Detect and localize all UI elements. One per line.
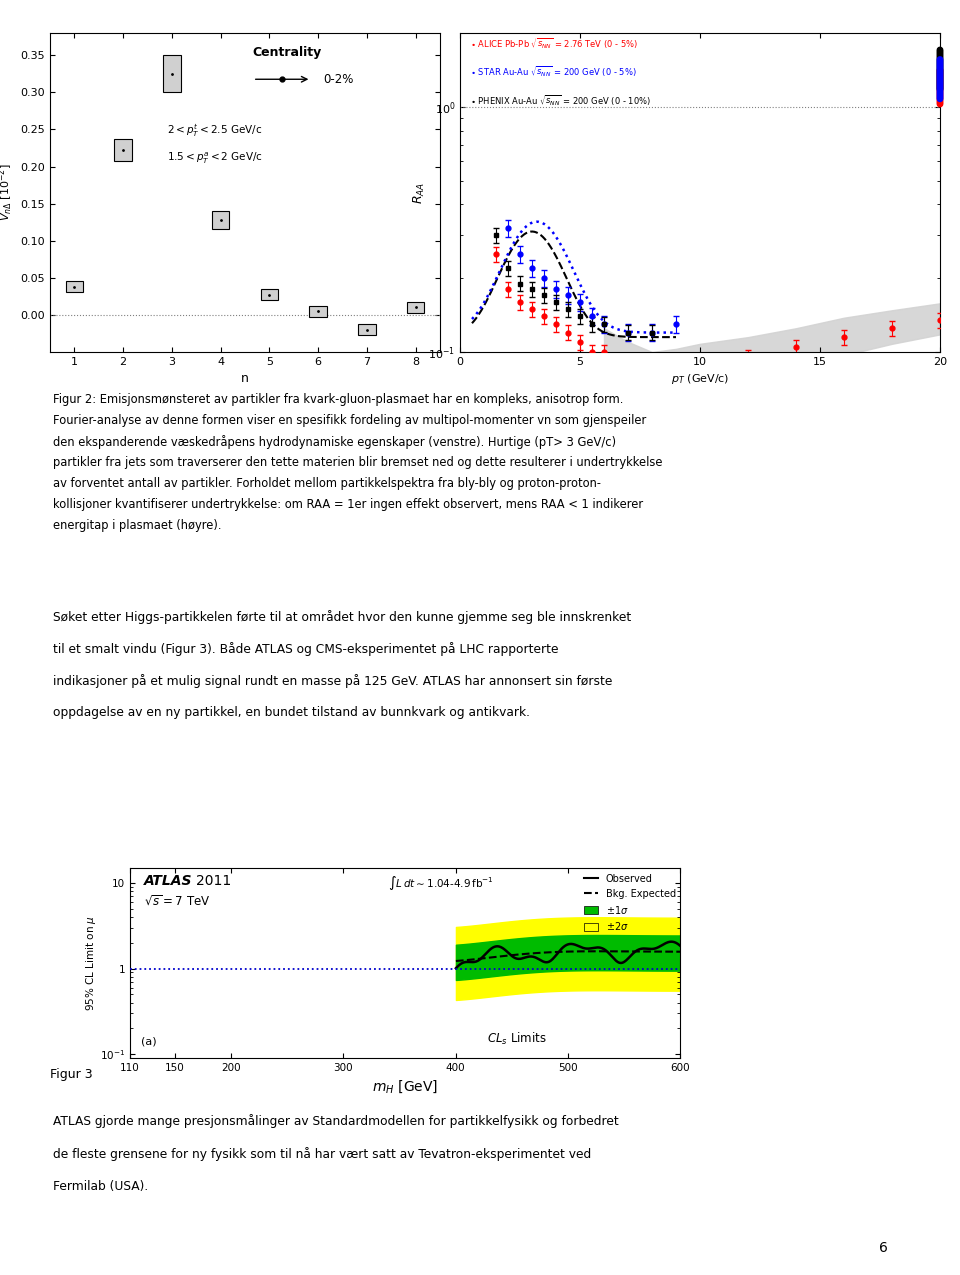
Text: av forventet antall av partikler. Forholdet mellom partikkelspektra fra bly-bly : av forventet antall av partikler. Forhol… (53, 477, 601, 490)
Bar (163, 55, 180, 92)
Bar (114, 139, 132, 162)
Text: indikasjoner på et mulig signal rundt en masse på 125 GeV. ATLAS har annonsert s: indikasjoner på et mulig signal rundt en… (53, 674, 612, 688)
Text: den ekspanderende væskedråpens hydrodynamiske egenskaper (venstre). Hurtige (pT>: den ekspanderende væskedråpens hydrodyna… (53, 435, 616, 449)
X-axis label: n: n (241, 372, 249, 385)
Legend: Observed, Bkg. Expected, $\pm 1\sigma$, $\pm 2\sigma$: Observed, Bkg. Expected, $\pm 1\sigma$, … (580, 870, 680, 936)
Y-axis label: $R_{AA}$: $R_{AA}$ (412, 181, 427, 204)
Bar (212, 210, 229, 229)
Y-axis label: 95% CL Limit on $\mu$: 95% CL Limit on $\mu$ (84, 915, 98, 1011)
Text: Fermilab (USA).: Fermilab (USA). (53, 1179, 149, 1192)
Text: $\bullet$ ALICE Pb-Pb $\sqrt{s_{NN}}$ = 2.76 TeV (0 - 5%): $\bullet$ ALICE Pb-Pb $\sqrt{s_{NN}}$ = … (469, 36, 637, 50)
Text: $\int L\,dt \sim 1.04\text{-}4.9\,\mathrm{fb}^{-1}$: $\int L\,dt \sim 1.04\text{-}4.9\,\mathr… (389, 873, 494, 891)
Text: til et smalt vindu (Figur 3). Både ATLAS og CMS-eksperimentet på LHC rapporterte: til et smalt vindu (Figur 3). Både ATLAS… (53, 643, 559, 657)
X-axis label: $m_H$ [GeV]: $m_H$ [GeV] (372, 1079, 438, 1095)
Text: oppdagelse av en ny partikkel, en bundet tilstand av bunnkvark og antikvark.: oppdagelse av en ny partikkel, en bundet… (53, 706, 530, 719)
X-axis label: $p_T$ (GeV/c): $p_T$ (GeV/c) (671, 372, 730, 386)
Text: 0-2%: 0-2% (323, 73, 353, 85)
Text: Figur 3: Figur 3 (50, 1068, 92, 1081)
Y-axis label: $V_{n\Delta}\ [10^{-2}]$: $V_{n\Delta}\ [10^{-2}]$ (0, 163, 14, 222)
Text: kollisjoner kvantifiserer undertrykkelse: om RAA = 1er ingen effekt observert, m: kollisjoner kvantifiserer undertrykkelse… (53, 499, 643, 511)
Text: Fourier-analyse av denne formen viser en spesifikk fordeling av multipol-momente: Fourier-analyse av denne formen viser en… (53, 414, 646, 427)
Text: $\bullet$ STAR Au-Au $\sqrt{s_{NN}}$ = 200 GeV (0 - 5%): $\bullet$ STAR Au-Au $\sqrt{s_{NN}}$ = 2… (469, 65, 636, 79)
Text: ATLAS gjorde mange presjonsmålinger av Standardmodellen for partikkelfysikk og f: ATLAS gjorde mange presjonsmålinger av S… (53, 1114, 619, 1128)
Text: ATLAS: ATLAS (144, 873, 192, 887)
Bar (309, 306, 327, 316)
Text: $\bullet$ PHENIX Au-Au $\sqrt{s_{NN}}$ = 200 GeV (0 - 10%): $\bullet$ PHENIX Au-Au $\sqrt{s_{NN}}$ =… (469, 93, 651, 107)
Text: Søket etter Higgs-partikkelen førte til at området hvor den kunne gjemme seg ble: Søket etter Higgs-partikkelen førte til … (53, 611, 632, 625)
Text: $CL_s$ Limits: $CL_s$ Limits (488, 1030, 547, 1047)
Text: 6: 6 (878, 1241, 888, 1255)
Text: Figur 2: Emisjonsmønsteret av partikler fra kvark-gluon-plasmaet har en kompleks: Figur 2: Emisjonsmønsteret av partikler … (53, 393, 624, 405)
Text: de fleste grensene for ny fysikk som til nå har vært satt av Tevatron-eksperimen: de fleste grensene for ny fysikk som til… (53, 1146, 591, 1160)
Text: energitap i plasmaet (høyre).: energitap i plasmaet (høyre). (53, 519, 222, 532)
Text: partikler fra jets som traverserer den tette materien blir bremset ned og dette : partikler fra jets som traverserer den t… (53, 456, 662, 469)
Text: $1.5 < p_T^a < 2$ GeV/c: $1.5 < p_T^a < 2$ GeV/c (167, 150, 263, 167)
Text: (a): (a) (141, 1037, 156, 1047)
Text: Centrality: Centrality (252, 46, 322, 59)
Bar (407, 302, 424, 314)
Bar (260, 289, 278, 301)
Text: $\sqrt{s}=7$ TeV: $\sqrt{s}=7$ TeV (144, 895, 210, 909)
Bar (358, 324, 375, 335)
Bar (65, 282, 84, 292)
Text: 2011: 2011 (196, 873, 231, 887)
Text: $2 < p_T^t < 2.5$ GeV/c: $2 < p_T^t < 2.5$ GeV/c (167, 122, 262, 139)
